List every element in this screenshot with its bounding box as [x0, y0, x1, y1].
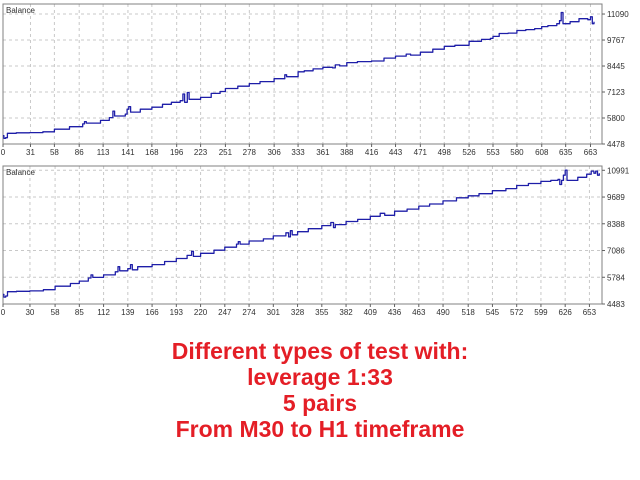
chart2-x-tick-label: 0 — [1, 308, 6, 317]
chart2-x-tick-label: 518 — [462, 308, 476, 317]
chart2-x-tick-label: 85 — [75, 308, 84, 317]
caption: Different types of test with: leverage 1… — [0, 338, 640, 442]
chart1-x-tick-label: 58 — [50, 148, 59, 157]
chart1-x-tick-label: 635 — [559, 148, 573, 157]
chart2-x-tick-label: 599 — [534, 308, 548, 317]
chart2-y-tick-label: 10991 — [607, 166, 630, 175]
chart1-x-tick-label: 443 — [389, 148, 403, 157]
chart2-x-tick-label: 490 — [436, 308, 450, 317]
balance-chart-bottom-svg: Balance 0 30 58 85 112 139 166 193 220 247 274 301 32… — [1, 165, 630, 317]
chart2-x-tick-label: 355 — [315, 308, 329, 317]
chart1-x-tick-label: 113 — [97, 148, 110, 157]
chart2-x-tick-label: 409 — [364, 308, 378, 317]
chart1-x-tick-label: 663 — [584, 148, 598, 157]
caption-line-2: leverage 1:33 — [247, 364, 393, 390]
chart1-x-tick-label: 0 — [1, 148, 6, 157]
chart1-x-tick-label: 553 — [486, 148, 500, 157]
chart1-x-tick-label: 333 — [291, 148, 305, 157]
chart2-x-tick-label: 328 — [291, 308, 305, 317]
chart1-y-tick-label: 8445 — [607, 62, 625, 71]
chart1-x-tick-label: 498 — [438, 148, 452, 157]
chart2-y-tick-label: 5784 — [607, 273, 625, 282]
chart1-x-tick-label: 141 — [121, 148, 135, 157]
chart1-y-tick-label: 5800 — [607, 114, 625, 123]
chart2-x-tick-label: 30 — [25, 308, 34, 317]
chart1-y-tick-label: 11090 — [607, 10, 629, 19]
chart2-x-tick-label: 436 — [388, 308, 402, 317]
chart2-x-tick-label: 274 — [242, 308, 256, 317]
chart1-plot-frame — [2, 3, 603, 145]
caption-line-4: From M30 to H1 timeframe — [175, 416, 465, 442]
chart2-title: Balance — [6, 168, 35, 177]
chart1-x-tick-label: 526 — [462, 148, 476, 157]
chart1-x-tick-label: 31 — [26, 148, 35, 157]
chart2-x-tick-label: 572 — [510, 308, 524, 317]
chart1-x-tick-label: 223 — [194, 148, 208, 157]
chart2-x-tick-label: 247 — [218, 308, 232, 317]
chart1-x-tick-label: 580 — [510, 148, 524, 157]
chart1-balance-line — [3, 11, 595, 139]
chart2-x-tick-label: 626 — [559, 308, 573, 317]
chart2-x-tick-label: 463 — [412, 308, 426, 317]
chart2-x-tick-label: 382 — [339, 308, 353, 317]
chart2-x-tick-label: 112 — [97, 308, 110, 317]
chart2-y-tick-label: 7086 — [607, 247, 625, 256]
balance-chart-top: Balance 0 31 58 86 113 141 168 196 223 251 278 306 33… — [0, 0, 640, 160]
chart2-x-tick-label: 193 — [170, 308, 184, 317]
chart1-y-tick-label: 4478 — [607, 140, 625, 149]
chart2-y-tick-label: 4483 — [607, 300, 625, 309]
balance-chart-top-svg: Balance 0 31 58 86 113 141 168 196 223 251 278 306 33… — [1, 3, 629, 157]
caption-line-1: Different types of test with: — [171, 338, 469, 364]
chart1-y-tick-label: 9767 — [607, 36, 625, 45]
chart2-x-tick-label: 58 — [51, 308, 60, 317]
chart1-x-tick-label: 278 — [243, 148, 257, 157]
chart2-x-tick-label: 301 — [267, 308, 281, 317]
chart1-title: Balance — [6, 6, 35, 15]
caption-line-3: 5 pairs — [282, 390, 358, 416]
chart1-x-tick-label: 416 — [365, 148, 379, 157]
chart1-x-tick-label: 251 — [219, 148, 233, 157]
chart1-x-tick-label: 86 — [75, 148, 84, 157]
chart2-y-tick-label: 9689 — [607, 193, 625, 202]
chart2-balance-line — [3, 169, 600, 298]
chart2-x-tick-label: 653 — [583, 308, 597, 317]
chart2-x-tick-label: 220 — [194, 308, 208, 317]
chart1-x-tick-label: 306 — [267, 148, 281, 157]
chart1-y-tick-label: 7123 — [607, 88, 625, 97]
chart2-x-tick-label: 139 — [121, 308, 135, 317]
chart1-x-tick-label: 388 — [340, 148, 354, 157]
chart1-x-tick-label: 196 — [170, 148, 184, 157]
chart2-y-tick-label: 8388 — [607, 220, 625, 229]
chart1-x-tick-label: 471 — [414, 148, 428, 157]
chart1-x-tick-label: 168 — [145, 148, 159, 157]
balance-chart-bottom: Balance 0 30 58 85 112 139 166 193 220 247 274 301 32… — [0, 162, 640, 320]
chart1-x-tick-label: 361 — [316, 148, 330, 157]
chart2-plot-frame — [2, 165, 603, 305]
chart1-x-tick-label: 608 — [535, 148, 549, 157]
chart2-x-tick-label: 545 — [486, 308, 500, 317]
chart2-x-tick-label: 166 — [145, 308, 159, 317]
